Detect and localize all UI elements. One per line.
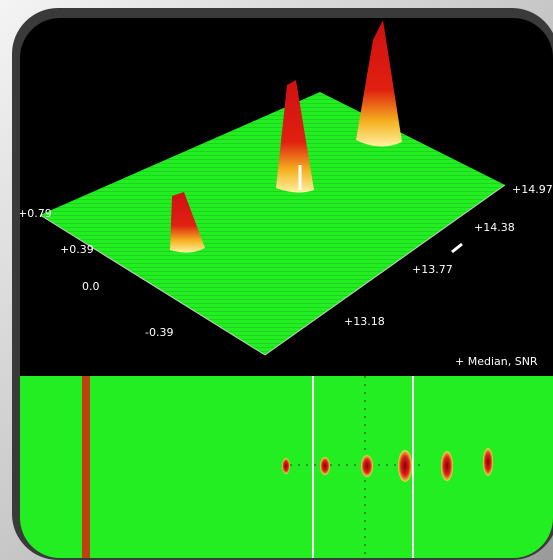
- y-axis-label: +0.79: [18, 207, 52, 220]
- surface-plane: [40, 92, 505, 355]
- heatmap-spot: [361, 455, 373, 477]
- heatmap-stripe: [82, 376, 90, 558]
- heatmap-spot: [320, 457, 330, 475]
- heatmap-spot: [441, 451, 453, 481]
- cursor-arrow: [451, 242, 463, 254]
- y-axis-label: -0.39: [145, 326, 173, 339]
- icon-content: +0.79 +0.39 0.0 -0.39 +14.97 +14.38 +13.…: [18, 18, 553, 558]
- x-axis-label: +13.77: [412, 263, 453, 276]
- x-axis-label: +14.97: [512, 183, 553, 196]
- heatmap-spot: [483, 448, 493, 476]
- y-axis-label: +0.39: [60, 243, 94, 256]
- peak: [276, 80, 314, 193]
- x-axis-label: +14.38: [474, 221, 515, 234]
- x-axis: [264, 184, 506, 356]
- status-text: + Median, SNR: [455, 355, 538, 368]
- peak: [356, 20, 402, 147]
- peak: [170, 192, 205, 253]
- heatmap-spot: [282, 458, 290, 474]
- x-axis-label: +13.18: [344, 315, 385, 328]
- y-axis: [39, 214, 266, 356]
- heatmap-spot: [398, 450, 412, 482]
- y-axis-label: 0.0: [82, 280, 100, 293]
